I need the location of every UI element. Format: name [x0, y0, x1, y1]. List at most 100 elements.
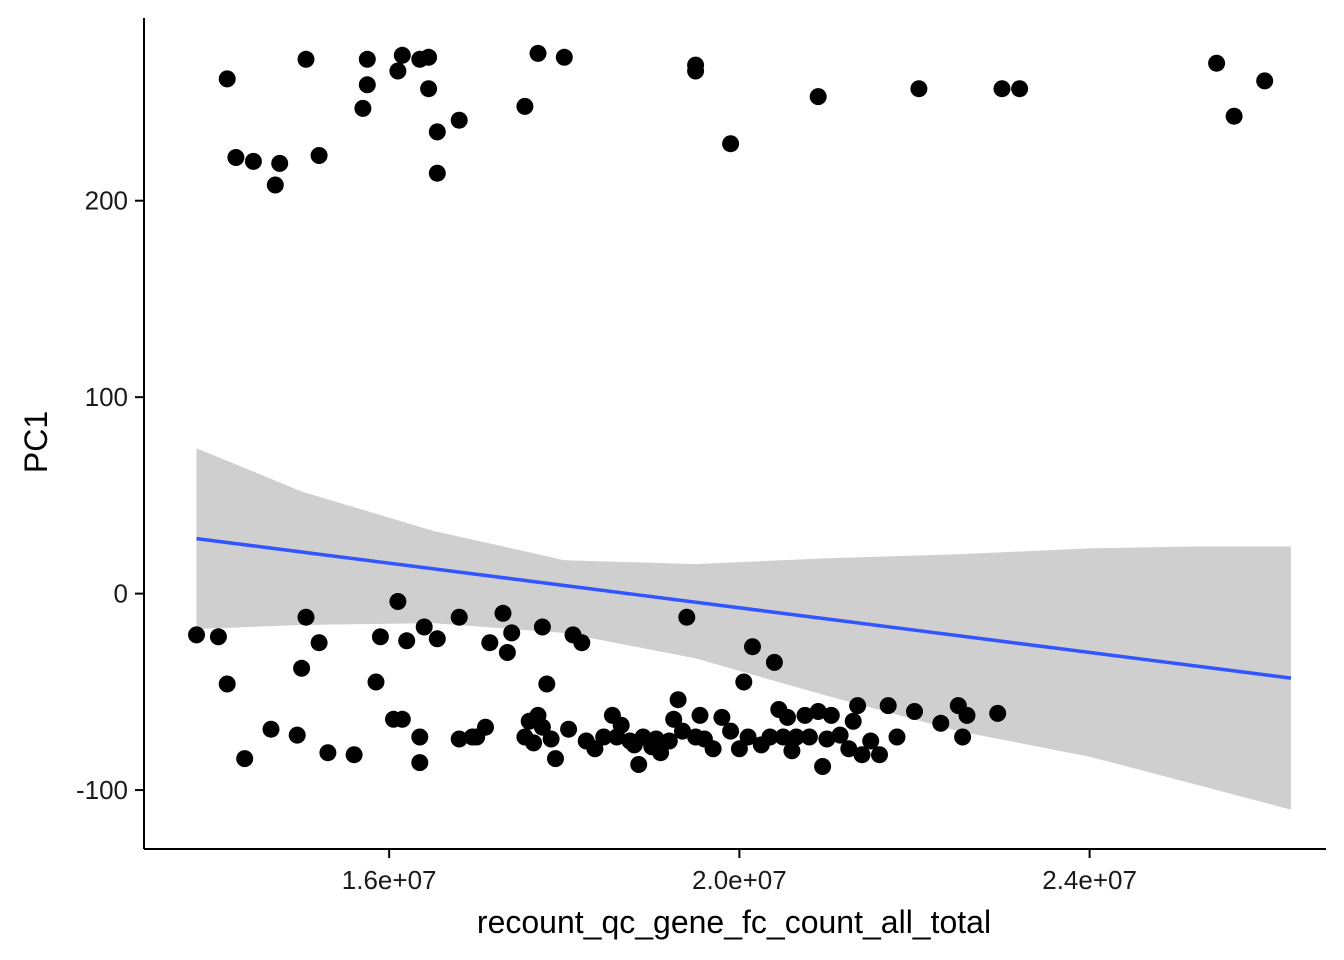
- y-tick-label: 100: [85, 382, 128, 412]
- data-point: [989, 704, 1007, 722]
- data-point: [389, 62, 407, 80]
- data-point: [428, 164, 446, 182]
- data-point: [542, 730, 560, 748]
- data-point: [227, 149, 245, 166]
- data-point: [1225, 107, 1243, 125]
- confidence-band-layer: [196, 448, 1291, 810]
- data-point: [779, 708, 796, 726]
- data-point: [503, 624, 521, 642]
- x-tick-label: 2.0e+07: [692, 865, 787, 895]
- data-point: [958, 706, 976, 724]
- data-point: [796, 706, 814, 724]
- data-point: [822, 706, 840, 724]
- data-point: [345, 746, 363, 764]
- data-point: [1208, 54, 1226, 72]
- data-point: [862, 732, 880, 750]
- data-point: [744, 638, 761, 656]
- data-point: [371, 628, 389, 646]
- data-point: [722, 722, 740, 740]
- data-point: [691, 706, 709, 724]
- data-point: [293, 659, 311, 677]
- data-point: [730, 740, 748, 758]
- data-point: [555, 48, 573, 66]
- data-point: [652, 744, 670, 762]
- data-point: [310, 147, 328, 164]
- data-point: [665, 710, 683, 728]
- data-point: [713, 708, 731, 726]
- data-point: [218, 70, 236, 88]
- data-point: [560, 720, 578, 738]
- data-point: [586, 740, 604, 758]
- data-point: [538, 675, 556, 693]
- data-point: [844, 712, 862, 730]
- data-point: [910, 80, 928, 98]
- data-point: [932, 714, 950, 732]
- data-point: [428, 123, 446, 141]
- x-tick-label: 2.4e+07: [1042, 865, 1137, 895]
- data-points-layer: [188, 44, 1274, 775]
- data-point: [595, 728, 613, 746]
- confidence-band: [196, 448, 1291, 810]
- data-point: [428, 630, 446, 648]
- data-point: [244, 152, 262, 170]
- data-point: [288, 726, 306, 744]
- data-point: [297, 608, 315, 626]
- x-tick-label: 1.6e+07: [342, 865, 437, 895]
- data-point: [494, 604, 512, 622]
- data-point: [840, 740, 858, 758]
- data-point: [761, 728, 779, 746]
- fit-line-layer: [196, 536, 1292, 680]
- data-point: [415, 618, 433, 636]
- data-point: [266, 176, 284, 194]
- data-point: [787, 728, 805, 746]
- data-point: [888, 728, 906, 746]
- data-point: [498, 644, 516, 661]
- data-point: [218, 675, 236, 693]
- data-point: [674, 722, 691, 740]
- data-point: [297, 50, 315, 68]
- data-point: [411, 754, 429, 772]
- data-point: [783, 742, 801, 760]
- x-axis-title: recount_qc_gene_fc_count_all_total: [477, 904, 991, 940]
- data-point: [669, 691, 687, 709]
- data-point: [849, 697, 867, 715]
- y-tick-label: 200: [85, 186, 128, 216]
- data-point: [954, 728, 972, 746]
- data-point: [831, 726, 849, 744]
- y-tick-label: -100: [76, 775, 128, 805]
- data-point: [389, 593, 407, 610]
- data-point: [906, 703, 923, 720]
- data-point: [319, 744, 337, 762]
- data-point: [547, 750, 564, 768]
- data-point: [393, 46, 411, 64]
- data-point: [678, 608, 696, 626]
- axes-layer: 1.6e+07 2.0e+07 2.4e+07 -100 0 100 200: [76, 18, 1326, 895]
- data-point: [420, 48, 438, 66]
- data-point: [477, 718, 494, 736]
- data-point: [271, 154, 289, 172]
- data-point: [800, 728, 818, 746]
- data-point: [481, 634, 499, 652]
- data-point: [533, 718, 551, 736]
- data-point: [450, 730, 468, 748]
- data-point: [704, 740, 722, 758]
- data-point: [450, 111, 468, 129]
- data-point: [809, 703, 827, 720]
- data-point: [818, 730, 836, 748]
- data-point: [722, 135, 740, 153]
- data-point: [525, 734, 543, 752]
- data-point: [450, 608, 468, 626]
- data-point: [398, 632, 416, 650]
- data-point: [188, 626, 205, 644]
- data-point: [809, 88, 827, 106]
- data-point: [262, 720, 280, 738]
- data-point: [765, 653, 783, 671]
- data-point: [411, 728, 429, 746]
- data-point: [814, 758, 832, 775]
- data-point: [529, 44, 547, 62]
- data-point: [516, 97, 534, 115]
- data-point: [739, 728, 757, 746]
- data-point: [393, 710, 411, 728]
- data-point: [687, 56, 705, 74]
- data-point: [354, 99, 372, 117]
